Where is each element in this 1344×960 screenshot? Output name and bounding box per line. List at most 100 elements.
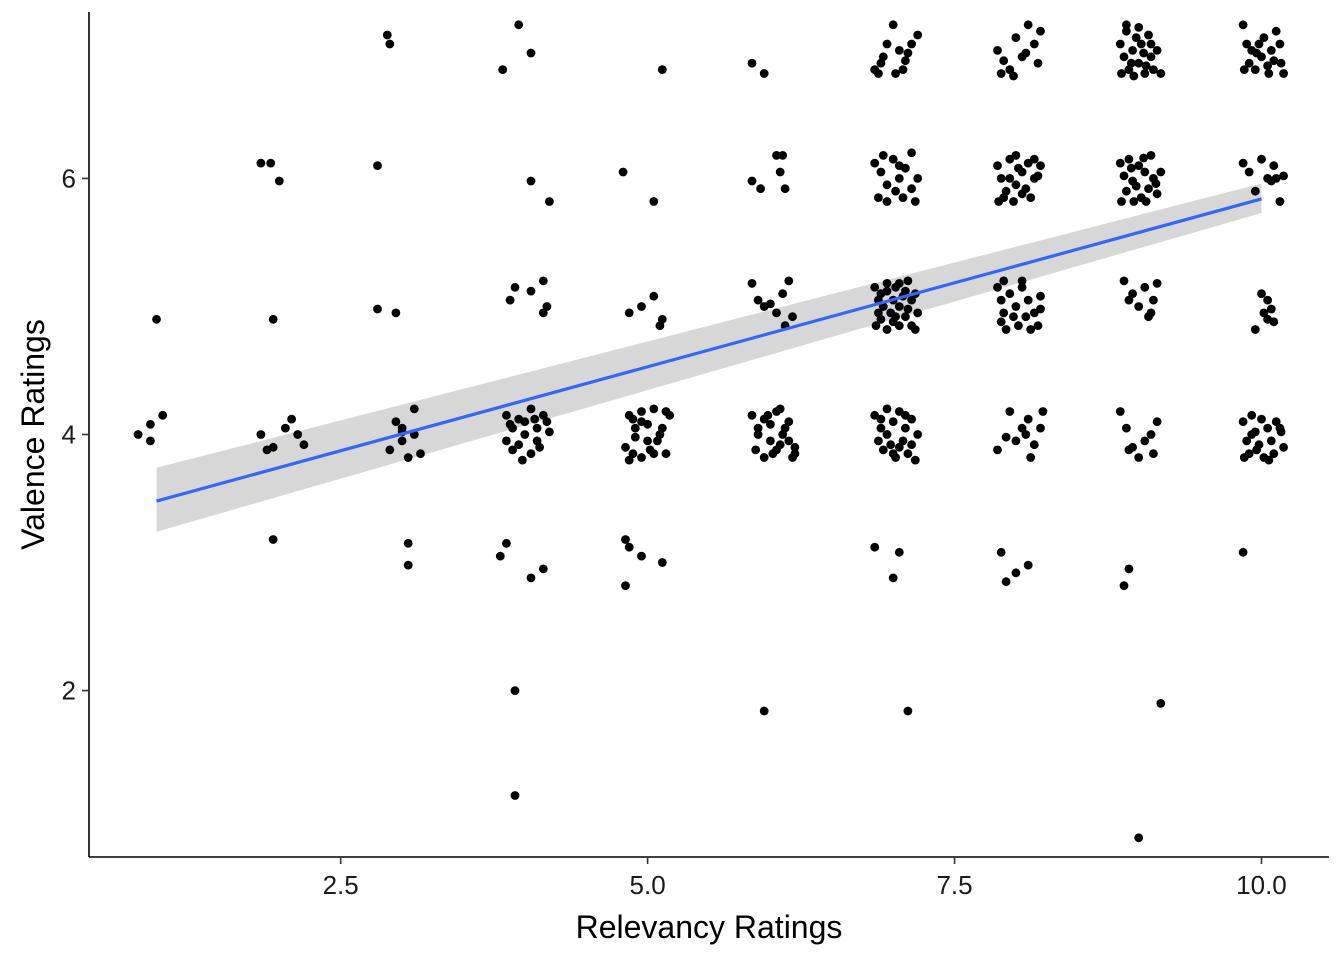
data-point [1115, 407, 1125, 416]
data-point [1001, 325, 1011, 334]
data-point [1269, 56, 1279, 66]
data-point [495, 551, 505, 561]
data-point [747, 176, 757, 186]
data-point [999, 56, 1009, 66]
data-point [665, 410, 675, 420]
y-axis-ticks: 2 4 6 [62, 163, 89, 706]
data-point [621, 581, 630, 590]
data-point [287, 414, 296, 424]
data-point [753, 423, 763, 433]
data-point [775, 167, 785, 177]
data-point [1141, 197, 1151, 206]
data-point [1124, 564, 1134, 574]
data-point [1023, 414, 1033, 424]
data-point [373, 304, 382, 314]
data-point [373, 161, 382, 171]
data-point [1244, 58, 1254, 68]
x-tick-label: 2.5 [323, 870, 359, 900]
data-point [894, 321, 904, 331]
data-point [759, 706, 769, 716]
data-point [1131, 181, 1141, 191]
data-point [753, 430, 763, 439]
data-point [1021, 312, 1031, 322]
data-point [1152, 189, 1162, 199]
x-axis-title: Relevancy Ratings [576, 909, 843, 945]
data-point [146, 436, 155, 446]
data-point [416, 449, 425, 459]
data-point [1144, 312, 1153, 322]
data-point [268, 314, 278, 324]
data-point [630, 423, 640, 433]
data-point [403, 538, 413, 548]
data-point [894, 46, 904, 55]
data-point [538, 308, 548, 318]
data-point [1122, 186, 1131, 196]
data-point [1036, 26, 1045, 36]
data-point [871, 321, 881, 331]
x-axis-ticks: 2.5 5.0 7.5 10.0 [323, 857, 1287, 900]
data-point [751, 445, 761, 455]
data-point [391, 417, 401, 427]
data-point [1011, 180, 1021, 190]
data-point [1146, 151, 1156, 160]
data-point [1033, 58, 1043, 68]
data-point [870, 282, 880, 292]
data-point [1152, 279, 1162, 288]
data-point [876, 414, 886, 424]
data-point [502, 538, 511, 548]
data-point [1036, 304, 1045, 314]
data-point [637, 407, 646, 416]
data-point [1149, 449, 1158, 459]
data-point [993, 161, 1002, 171]
data-point [747, 410, 757, 420]
data-point [898, 436, 908, 446]
data-point [268, 535, 278, 544]
data-point [1009, 71, 1018, 81]
data-point [1259, 308, 1269, 318]
data-point [907, 39, 916, 49]
data-point [538, 276, 548, 286]
data-point [753, 295, 763, 305]
data-point [1276, 58, 1286, 68]
data-point [1038, 407, 1048, 416]
data-point [1014, 163, 1023, 173]
data-point [385, 39, 395, 49]
data-point [649, 404, 659, 414]
data-point [1263, 423, 1272, 433]
data-point [661, 449, 671, 459]
data-point [1140, 282, 1150, 292]
data-point [903, 449, 913, 459]
data-point [1266, 436, 1276, 446]
data-point [790, 442, 800, 452]
data-point [1146, 39, 1156, 49]
data-point [874, 193, 883, 203]
data-point [1023, 295, 1033, 305]
data-point [508, 445, 517, 455]
data-point [526, 404, 536, 414]
data-point [637, 453, 646, 462]
data-point [870, 542, 880, 552]
data-point [1011, 568, 1021, 578]
data-point [542, 417, 552, 427]
data-point [1266, 46, 1276, 55]
data-point [1021, 430, 1031, 439]
data-point [766, 419, 775, 429]
data-point [514, 440, 524, 450]
data-point [1036, 291, 1045, 301]
data-point [891, 69, 900, 78]
data-point [532, 436, 542, 446]
data-point [788, 312, 797, 322]
data-point [878, 151, 888, 160]
data-point [907, 440, 916, 450]
data-point [901, 423, 910, 433]
data-point [409, 404, 419, 414]
data-point [874, 69, 883, 78]
data-point [1023, 20, 1033, 30]
data-point [1119, 52, 1129, 62]
data-point [133, 430, 143, 439]
data-point [1252, 48, 1261, 58]
data-point [996, 317, 1006, 327]
data-point [1252, 445, 1261, 455]
data-point [624, 308, 634, 318]
